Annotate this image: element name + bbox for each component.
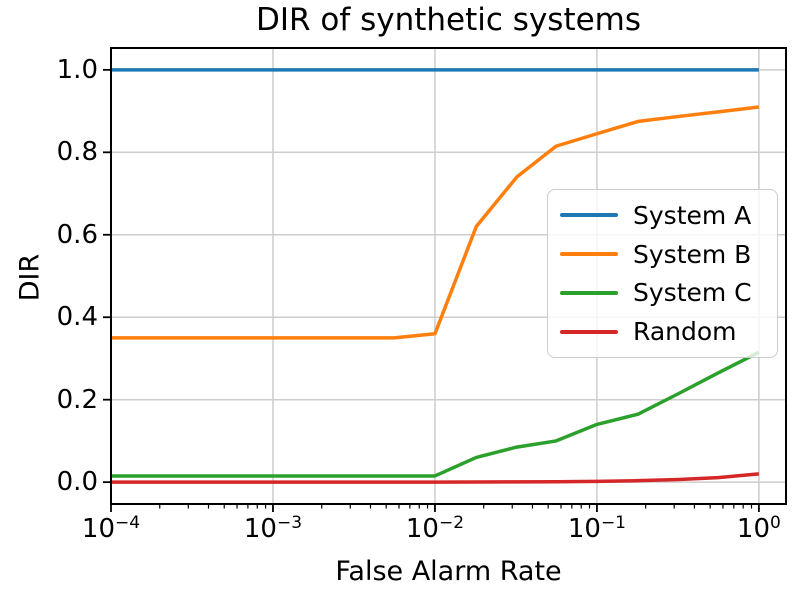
legend-label-system-b: System B (633, 239, 752, 269)
x-tick-label: 10−3 (243, 513, 303, 544)
y-tick-label: 1.0 (56, 54, 98, 85)
y-tick-label: 0.8 (56, 137, 98, 168)
series-line-random (111, 472, 760, 484)
legend-line-swatch-system-c (560, 290, 618, 295)
y-tick-label: 0.6 (56, 219, 98, 250)
legend-item-random: Random (560, 317, 765, 346)
legend-item-system-b: System B (560, 240, 765, 269)
legend-line-swatch-random (560, 329, 618, 334)
legend-line-swatch-system-b (560, 252, 618, 257)
x-tick-label: 10−4 (81, 513, 141, 544)
legend-item-system-a: System A (560, 201, 765, 230)
axis-ticks (103, 68, 760, 512)
y-tick-label: 0.4 (56, 302, 98, 333)
y-tick-label: 0.0 (56, 467, 98, 498)
legend-label-system-a: System A (633, 200, 752, 230)
legend-label-system-c: System C (633, 278, 752, 308)
legend-item-system-c: System C (560, 278, 765, 307)
legend-line-swatch-system-a (560, 213, 618, 218)
series-line-system-b (111, 105, 760, 340)
y-tick-label: 0.2 (56, 384, 98, 415)
x-tick-label: 100 (736, 513, 781, 544)
series-line-system-c (111, 350, 760, 478)
legend: System A System B System C Random (547, 189, 778, 358)
x-tick-label: 10−2 (405, 513, 465, 544)
legend-label-random: Random (633, 317, 737, 347)
plot-border (110, 47, 787, 505)
chart-title: DIR of synthetic systems (255, 2, 642, 38)
x-axis-label: False Alarm Rate (335, 556, 562, 587)
x-tick-label: 10−1 (567, 513, 626, 544)
